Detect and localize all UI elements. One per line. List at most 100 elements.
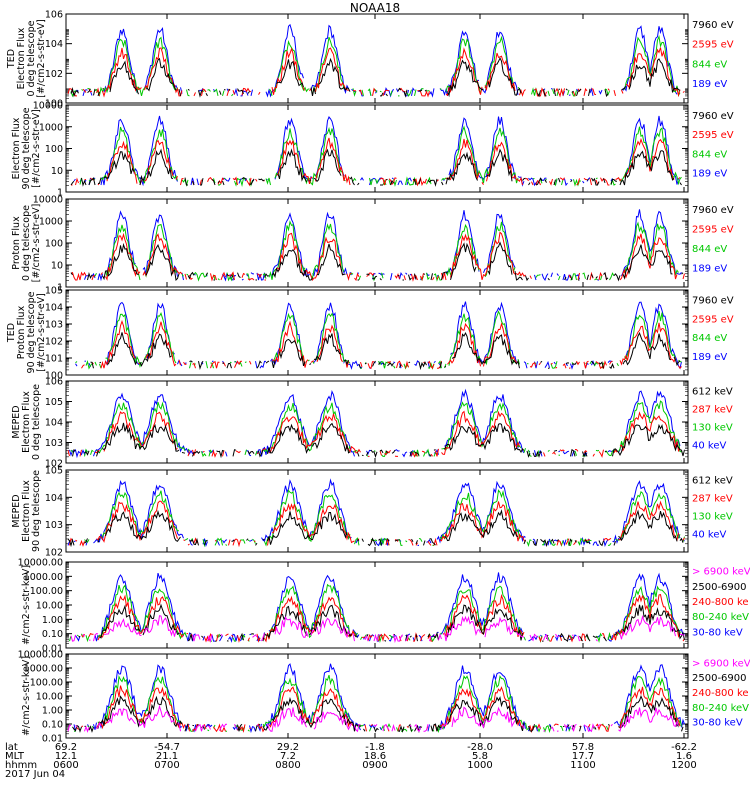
y-tick-label: 105 bbox=[45, 286, 63, 297]
x-tick-lat: -28.0 bbox=[467, 742, 493, 753]
legend-entry: 2595 eV bbox=[692, 224, 734, 235]
legend-entry: 189 eV bbox=[692, 169, 727, 180]
legend-entry: 2595 eV bbox=[692, 130, 734, 141]
y-axis-label: MEPEDElectron Flux0 deg telescope bbox=[11, 384, 42, 460]
series-trace bbox=[71, 150, 685, 185]
y-tick-label: 1000 bbox=[39, 122, 63, 133]
legend-entry: 612 keV bbox=[692, 386, 733, 397]
x-row-label: hhmm bbox=[5, 760, 37, 771]
x-tick-lat: 69.2 bbox=[55, 742, 77, 753]
series-trace bbox=[67, 509, 684, 548]
x-tick-hhmm: 1000 bbox=[467, 760, 492, 771]
x-tick-hhmm: 1100 bbox=[570, 760, 595, 771]
y-tick-label: 1000 bbox=[39, 217, 63, 228]
series-trace bbox=[74, 116, 682, 185]
x-tick-lat: -54.7 bbox=[154, 742, 180, 753]
y-axis-label: TEDElectron Flux0 deg telescope[#/cm2-s-… bbox=[6, 19, 47, 98]
x-tick-mlt: 12.1 bbox=[55, 751, 77, 762]
series-trace bbox=[70, 231, 685, 282]
y-tick-label: 100 bbox=[45, 144, 63, 155]
y-axis-label: #/cm2-s-str-keV] bbox=[21, 656, 32, 736]
y-tick-label: 0.10 bbox=[42, 720, 63, 731]
y-tick-label: 100 bbox=[45, 99, 63, 110]
y-tick-label: 106 bbox=[45, 10, 63, 21]
legend-entry: 7960 eV bbox=[692, 205, 734, 216]
y-tick-label: 106 bbox=[45, 377, 63, 388]
y-tick-label: 10 bbox=[51, 166, 63, 177]
series-trace bbox=[82, 322, 685, 369]
y-tick-label: 10000.00 bbox=[18, 558, 63, 569]
y-tick-label: 100.00 bbox=[30, 586, 63, 597]
x-tick-mlt: 7.2 bbox=[280, 751, 296, 762]
legend-entry: 287 keV bbox=[692, 404, 733, 415]
y-tick-label: 1 bbox=[57, 188, 63, 199]
y-tick-label: 104 bbox=[45, 39, 63, 50]
x-tick-hhmm: 0800 bbox=[275, 760, 300, 771]
legend-entry: 30-80 keV bbox=[692, 627, 743, 638]
legend-entry: 40 keV bbox=[692, 440, 726, 451]
x-tick-lat: -62.2 bbox=[671, 742, 697, 753]
x-tick-mlt: 17.7 bbox=[572, 751, 594, 762]
legend-entry: 844 eV bbox=[692, 333, 727, 344]
y-tick-label: 103 bbox=[45, 520, 63, 531]
series-trace bbox=[71, 401, 685, 456]
y-tick-label: 105 bbox=[45, 397, 63, 408]
legend-entry: 130 keV bbox=[692, 511, 733, 522]
y-tick-label: 10.00 bbox=[36, 601, 63, 612]
series-trace bbox=[72, 422, 685, 459]
y-tick-label: 10.00 bbox=[36, 692, 63, 703]
y-tick-label: 104 bbox=[45, 493, 63, 504]
series-trace bbox=[78, 603, 685, 642]
panel-frame bbox=[65, 561, 689, 649]
series-trace bbox=[70, 585, 685, 641]
legend-entry: 189 eV bbox=[692, 263, 727, 274]
x-row-label: MLT bbox=[5, 751, 25, 762]
legend-entry: 2595 eV bbox=[692, 40, 734, 51]
y-tick-label: 10000 bbox=[33, 101, 63, 112]
y-tick-label: 105 bbox=[45, 466, 63, 477]
y-axis-label: MEPEDElectron Flux90 deg telescope bbox=[11, 470, 42, 552]
legend-entry: 844 eV bbox=[692, 149, 727, 160]
y-tick-label: 100.00 bbox=[30, 678, 63, 689]
x-row-label: 2017 Jun 04 bbox=[5, 769, 65, 780]
legend-entry: 844 eV bbox=[692, 59, 727, 70]
legend-entry: 7960 eV bbox=[692, 111, 734, 122]
y-axis-label: TEDProton Flux90 deg telescope[#/cm2-s-s… bbox=[6, 291, 47, 373]
legend-entry: 80-240 keV bbox=[692, 612, 749, 623]
series-trace bbox=[73, 663, 685, 734]
y-tick-label: 102 bbox=[45, 548, 63, 559]
legend-entry: 2500-6900 bbox=[692, 582, 747, 593]
legend-entry: > 6900 keV bbox=[692, 658, 750, 669]
y-tick-label: 0.01 bbox=[42, 644, 63, 655]
y-axis-label: Proton Flux0 deg telescope[#/cm2-s-str-e… bbox=[11, 204, 42, 283]
series-trace bbox=[71, 138, 683, 185]
series-trace bbox=[70, 241, 684, 282]
legend-entry: 189 eV bbox=[692, 352, 727, 363]
series-trace bbox=[71, 58, 685, 96]
legend-entry: 130 keV bbox=[692, 422, 733, 433]
series-trace bbox=[75, 301, 682, 370]
y-tick-label: 104 bbox=[45, 418, 63, 429]
panel-frame bbox=[65, 469, 689, 553]
series-trace bbox=[94, 222, 685, 280]
x-tick-lat: 29.2 bbox=[277, 742, 299, 753]
x-tick-lat: -1.8 bbox=[365, 742, 385, 753]
y-tick-label: 1.00 bbox=[42, 706, 63, 717]
y-tick-label: 10000 bbox=[33, 195, 63, 206]
y-axis-label: #/cm2-s-str-keV] bbox=[21, 565, 32, 645]
y-tick-label: 100 bbox=[45, 239, 63, 250]
panel-frame bbox=[65, 289, 689, 376]
x-tick-lat: 57.8 bbox=[572, 742, 594, 753]
series-trace bbox=[69, 500, 685, 548]
legend-entry: 189 eV bbox=[692, 79, 727, 90]
panel-frame bbox=[65, 380, 689, 464]
y-tick-label: 1000.00 bbox=[24, 572, 63, 583]
x-tick-hhmm: 0900 bbox=[362, 760, 387, 771]
series-trace bbox=[71, 25, 682, 96]
legend-entry: 40 keV bbox=[692, 529, 726, 540]
legend-entry: 287 keV bbox=[692, 493, 733, 504]
series-trace bbox=[72, 695, 684, 733]
y-tick-label: 104 bbox=[45, 303, 63, 314]
x-tick-mlt: 21.1 bbox=[156, 751, 178, 762]
series-trace bbox=[67, 478, 685, 548]
